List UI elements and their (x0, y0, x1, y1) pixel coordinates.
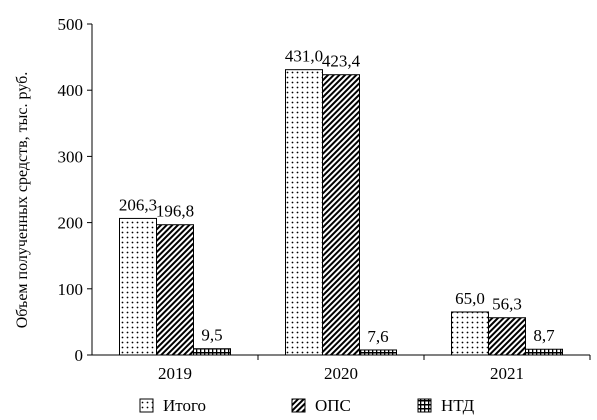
bar-grid (193, 348, 231, 356)
bar-grid (525, 348, 563, 356)
data-label: 423,4 (322, 52, 361, 71)
data-label: 196,8 (156, 202, 194, 221)
data-label: 56,3 (492, 295, 522, 314)
legend-swatch-grid (417, 398, 432, 413)
legend: Итого ОПС НТД (139, 396, 475, 415)
y-tick-label: 300 (58, 147, 84, 166)
x-tick-label: 2019 (158, 364, 192, 383)
y-tick-label: 500 (58, 15, 84, 34)
y-tick-label: 400 (58, 81, 84, 100)
bar-dots (119, 217, 157, 356)
y-axis-label: Объем полученных средств, тыс. руб. (14, 72, 31, 329)
y-tick-label: 200 (58, 214, 84, 233)
data-label: 206,3 (119, 195, 157, 214)
legend-label: Итого (163, 396, 206, 415)
axes: 0 100 200 300 400 500 2019 2020 2021 (58, 15, 591, 383)
legend-label: НТД (441, 396, 475, 415)
bar-grid (359, 349, 397, 356)
legend-label: ОПС (315, 396, 351, 415)
data-label: 65,0 (455, 289, 485, 308)
bar-diagonal (156, 224, 194, 356)
data-label: 7,6 (367, 327, 388, 346)
bar-diagonal (488, 317, 526, 356)
y-tick-label: 0 (75, 346, 84, 365)
legend-swatch-diagonal (291, 398, 306, 413)
data-label: 9,5 (201, 326, 222, 345)
bar-dots (285, 69, 323, 356)
legend-swatch-dots (139, 398, 154, 413)
x-tick-label: 2021 (490, 364, 524, 383)
x-tick-label: 2020 (324, 364, 358, 383)
bar-dots (451, 311, 489, 356)
y-tick-label: 100 (58, 280, 84, 299)
bars (119, 69, 563, 356)
bar-diagonal (322, 74, 360, 356)
data-label: 431,0 (285, 47, 323, 66)
data-label: 8,7 (533, 326, 555, 345)
